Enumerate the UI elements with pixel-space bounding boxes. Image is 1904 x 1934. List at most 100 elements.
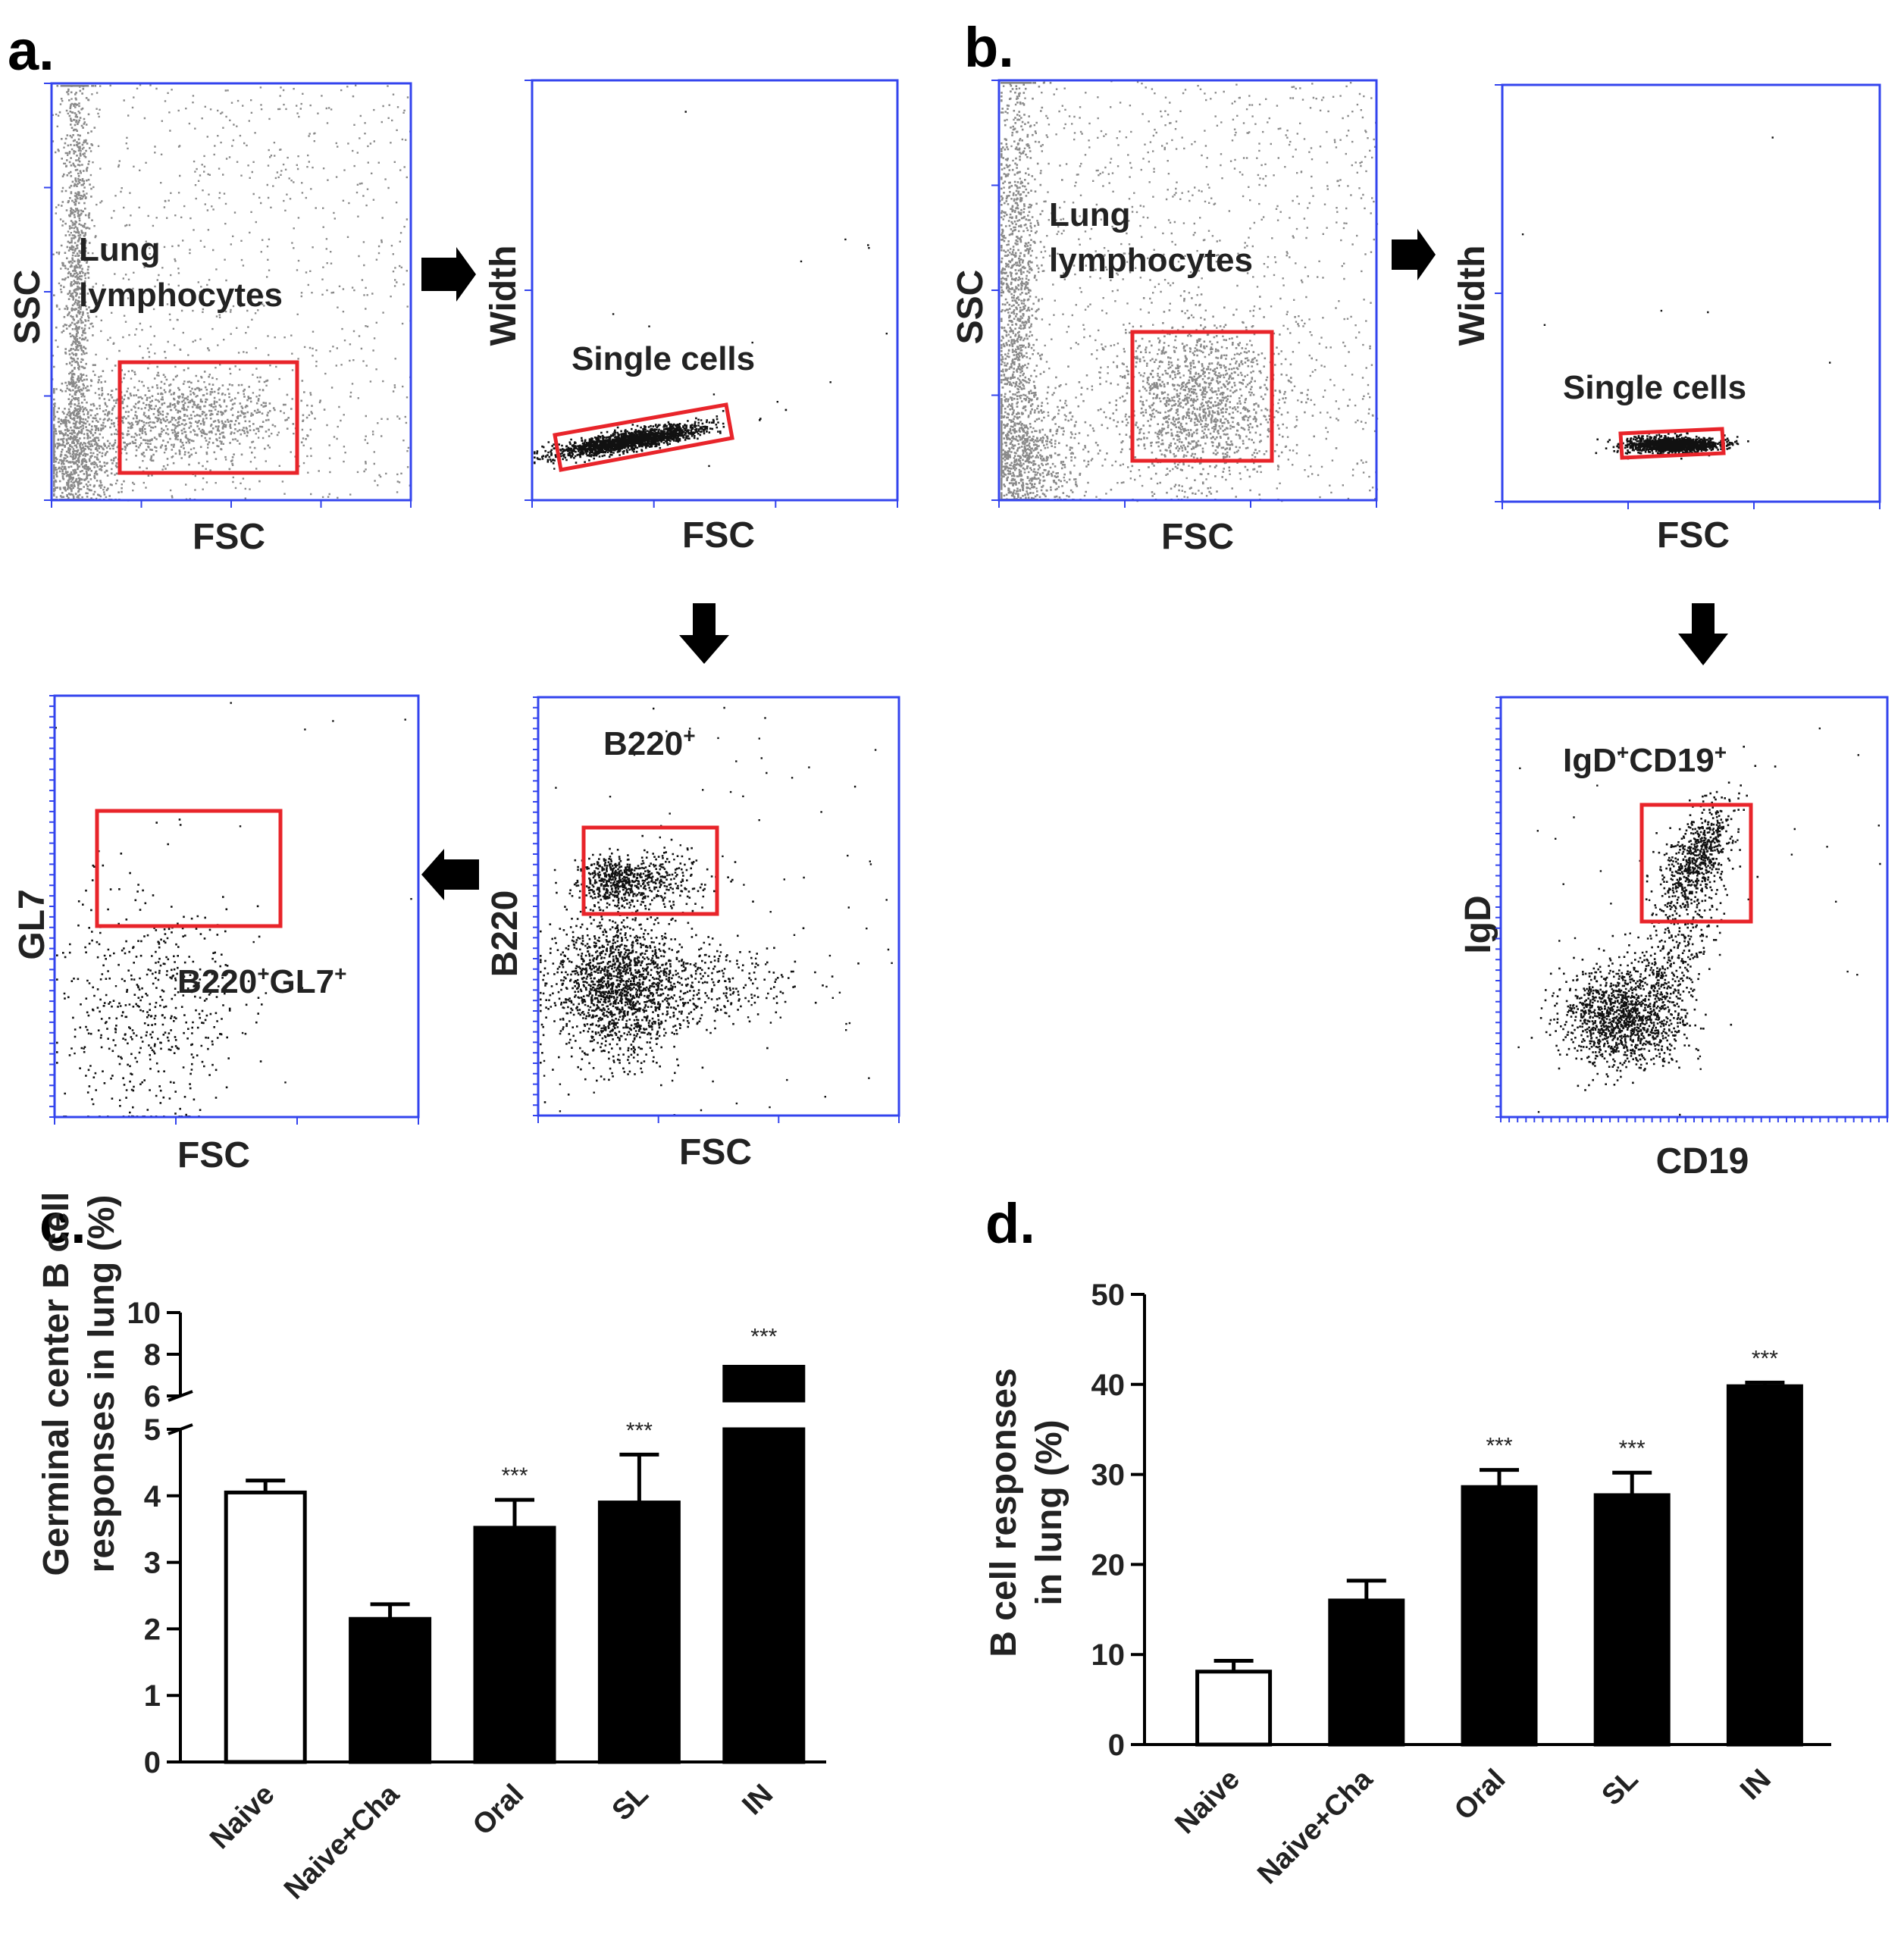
ticks-x-b1 <box>998 500 1377 508</box>
chart-c-ytick-label-4: 4 <box>144 1480 161 1513</box>
gate-label-a3-main: B220 <box>603 725 683 762</box>
dots-a3-points <box>540 706 893 1116</box>
gate-a3 <box>581 825 719 916</box>
gate-label-a1-line1: Lung <box>79 231 161 268</box>
gate-a1 <box>117 360 299 475</box>
bar-d-3 <box>1593 1493 1671 1747</box>
y-label-a3: B220 <box>485 890 525 978</box>
panel-label-d: d. <box>985 1192 1035 1255</box>
bar-c-1 <box>349 1616 432 1764</box>
chart-d-ylabel-line1: B cell responses <box>984 1368 1024 1657</box>
category-label-d-3: SL <box>1596 1763 1645 1812</box>
dots-a1-points <box>52 84 412 502</box>
gate-label-a4-sup1: + <box>257 962 269 985</box>
y-label-a4: GL7 <box>12 889 52 959</box>
chart-c-ytick-label-1: 1 <box>144 1679 161 1713</box>
ticks-y-b2 <box>1495 84 1502 502</box>
gate-label-b1-line1: Lung <box>1049 196 1131 233</box>
gate-label-a2: Single cells <box>572 340 755 377</box>
bar-c-2 <box>473 1526 556 1764</box>
y-label-b3: IgD <box>1458 895 1498 953</box>
arrow-right-a <box>421 247 476 302</box>
category-label-d-0: Naive <box>1170 1763 1246 1840</box>
chart-c-ylabel-line1: Germinal center B cell <box>36 1192 77 1576</box>
gate-label-b2: Single cells <box>1563 369 1746 406</box>
arrow-down-b <box>1678 603 1728 665</box>
bar-d-4 <box>1726 1384 1803 1747</box>
chart-c-ytick-label-3: 3 <box>144 1547 161 1580</box>
dots-b2-points <box>1521 136 1831 460</box>
chart-c-ytick-label-2: 2 <box>144 1613 161 1646</box>
arrow-right-b <box>1392 229 1436 280</box>
ticks-y-b3 <box>1495 696 1501 1118</box>
dots-a2 <box>534 111 888 470</box>
gate-label-a4-p1: B220 <box>177 963 257 1000</box>
ticks-y-a3 <box>533 696 538 1116</box>
ticks-y-a4 <box>49 695 55 1118</box>
chart-d: B cell responses in lung (%) 0 10 20 30 40 50… <box>984 1278 1831 1891</box>
category-label-c-4: IN <box>737 1779 780 1822</box>
sig-c-4: *** <box>750 1325 777 1350</box>
chart-d-ytick-label-0: 0 <box>1108 1729 1125 1762</box>
ticks-x-a3 <box>537 1116 900 1123</box>
chart-c-ytick-label-10: 10 <box>127 1297 161 1330</box>
gate-label-a4-sup2: + <box>334 962 346 985</box>
gate-b1 <box>1130 330 1274 463</box>
axis-frame-b1 <box>997 79 1378 502</box>
y-label-b2: Width <box>1452 246 1492 346</box>
bar-d-0 <box>1195 1670 1273 1747</box>
x-label-b1: FSC <box>1161 517 1234 557</box>
axis-frame-a4 <box>53 694 420 1119</box>
dots-a4-points <box>55 702 412 1118</box>
ticks-x-b3 <box>1500 1117 1888 1122</box>
dots-a4 <box>55 702 412 1118</box>
bar-c-4-upper <box>722 1365 806 1403</box>
chart-c-ytick-label-8: 8 <box>144 1338 161 1372</box>
y-label-b1: SSC <box>950 270 991 345</box>
flow-b2: Single cells FSC Width <box>1452 83 1881 555</box>
category-label-c-3: SL <box>606 1779 655 1827</box>
dots-a2-points <box>534 111 888 470</box>
dots-b2 <box>1521 136 1831 460</box>
chart-d-ytick-label-20: 20 <box>1091 1548 1126 1582</box>
arrow-left-a <box>421 849 479 900</box>
arrow-down-a <box>679 603 729 664</box>
chart-c: Germinal center B cell responses in lung… <box>36 1192 826 1906</box>
sig-c-3: *** <box>626 1418 653 1443</box>
dots-a3 <box>540 706 893 1116</box>
chart-d-ylabel-line2: in lung (%) <box>1029 1419 1069 1605</box>
panel-label-c: c. <box>39 1192 86 1255</box>
gate-label-a3: B220+ <box>603 724 696 762</box>
sig-d-4: *** <box>1752 1346 1778 1371</box>
chart-c-ytick-label-6: 6 <box>144 1380 161 1413</box>
panel-label-a: a. <box>8 19 55 82</box>
category-label-d-2: Oral <box>1448 1763 1511 1826</box>
chart-d-ytick-label-10: 10 <box>1091 1638 1126 1672</box>
sig-d-3: *** <box>1619 1436 1646 1461</box>
gate-label-a1-line2: lymphocytes <box>79 277 283 314</box>
bar-c-4-lower <box>722 1427 806 1764</box>
ticks-x-a1 <box>51 500 412 508</box>
gate-a2 <box>553 402 734 472</box>
chart-d-ytick-label-40: 40 <box>1091 1369 1126 1402</box>
gate-label-b3-sup2: + <box>1715 740 1727 764</box>
gate-label-b3-sup1: + <box>1617 740 1629 764</box>
gate-label-a4: B220+GL7+ <box>177 962 346 1000</box>
chart-c-ytick-label-5: 5 <box>144 1413 161 1447</box>
ticks-x-b2 <box>1502 502 1881 509</box>
y-label-a1: SSC <box>8 270 48 345</box>
x-label-a1: FSC <box>193 517 265 557</box>
axis-frame-a2 <box>531 79 899 502</box>
category-label-d-4: IN <box>1734 1763 1777 1807</box>
ticks-y-a1 <box>44 83 52 501</box>
sig-c-2: *** <box>501 1463 528 1488</box>
gate-label-b3-p1: IgD <box>1563 742 1617 779</box>
category-label-c-2: Oral <box>467 1779 530 1842</box>
chart-d-ytick-label-30: 30 <box>1091 1459 1126 1492</box>
bar-d-1 <box>1328 1598 1405 1747</box>
flow-b1: Lung lymphocytes FSC SSC <box>950 79 1379 557</box>
flow-a2: Single cells FSC Width <box>484 79 899 555</box>
x-label-b2: FSC <box>1657 515 1730 555</box>
bar-c-0 <box>224 1490 307 1764</box>
ticks-y-a2 <box>525 80 532 501</box>
